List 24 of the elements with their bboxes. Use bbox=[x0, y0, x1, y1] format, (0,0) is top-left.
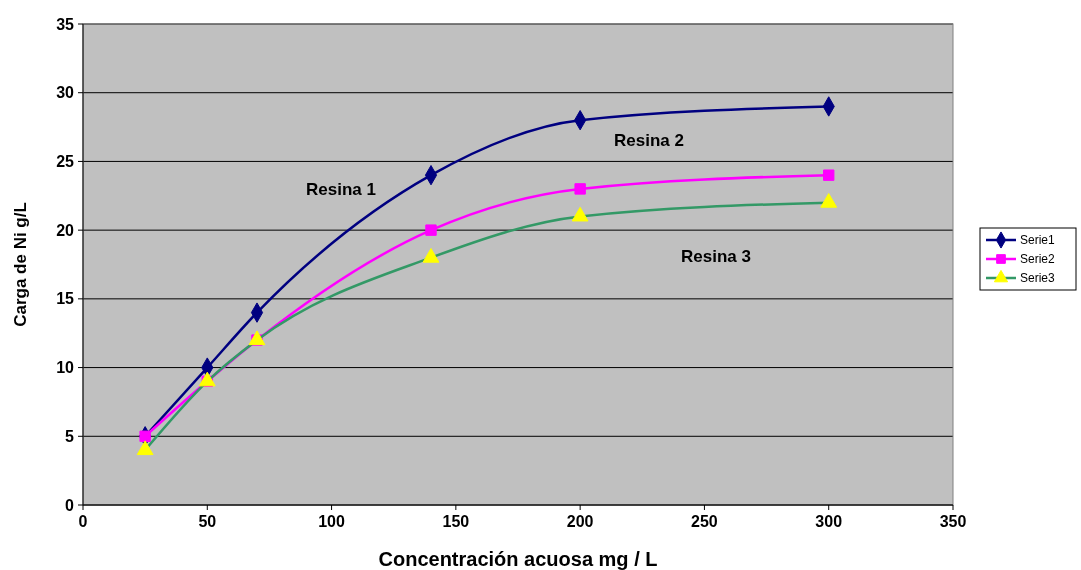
y-tick-label: 0 bbox=[65, 496, 75, 514]
x-tick-label: 350 bbox=[939, 513, 967, 530]
x-tick-label: 300 bbox=[815, 513, 843, 530]
x-tick-label: 200 bbox=[566, 513, 594, 530]
legend-label: Serie3 bbox=[1020, 271, 1056, 286]
x-tick-label: 100 bbox=[318, 513, 346, 530]
legend-label: Serie2 bbox=[1020, 252, 1056, 267]
x-tick-label: 0 bbox=[78, 513, 88, 530]
x-tick-label: 250 bbox=[691, 513, 718, 530]
legend-label: Serie1 bbox=[1020, 233, 1056, 248]
x-tick-label: 50 bbox=[198, 513, 217, 530]
x-axis-title: Concentración acuosa mg / L bbox=[378, 548, 658, 570]
y-axis-title: Carga de Ni g/L bbox=[11, 202, 30, 327]
annotation: Resina 1 bbox=[306, 180, 376, 199]
annotation: Resina 2 bbox=[614, 131, 684, 150]
y-tick-label: 5 bbox=[65, 427, 75, 445]
y-tick-label: 25 bbox=[56, 153, 75, 171]
x-tick-label: 150 bbox=[442, 513, 470, 530]
annotation: Resina 3 bbox=[681, 247, 751, 266]
y-tick-label: 35 bbox=[56, 15, 75, 33]
y-tick-label: 15 bbox=[56, 290, 75, 308]
y-tick-label: 20 bbox=[56, 221, 75, 239]
y-tick-label: 30 bbox=[56, 84, 75, 102]
y-tick-label: 10 bbox=[56, 359, 75, 377]
